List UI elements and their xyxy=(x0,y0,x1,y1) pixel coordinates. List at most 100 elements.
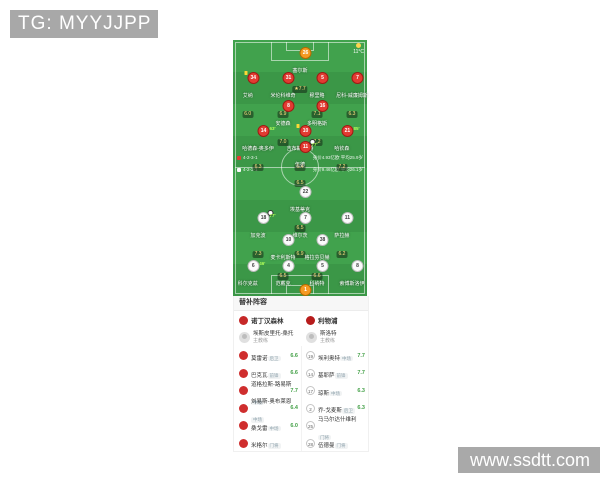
away-manager-role: 主教练 xyxy=(320,338,336,344)
player-home-7[interactable]: 7 尼科-威廉姆斯 6.3 xyxy=(336,72,368,120)
substitutes-row: 道格拉斯-路易斯中场 7.7 17 琼斯 中场 6.3 xyxy=(234,381,368,406)
sub-player-number: 25 xyxy=(306,421,315,431)
player-number: 21 85' xyxy=(341,125,360,137)
sub-player-home[interactable]: 道格拉斯-路易斯中场 7.7 xyxy=(234,381,301,406)
sub-player-home[interactable]: 刘易斯-奥布莱恩中场 6.4 xyxy=(234,399,301,423)
player-rating: 7.1 xyxy=(311,111,323,118)
sub-player-away[interactable]: 17 琼斯 中场 6.3 xyxy=(301,381,368,399)
sub-player-rating: 6.0 xyxy=(290,422,298,429)
player-number: 31 xyxy=(282,72,295,84)
sub-player-name: 乔-戈麦斯 xyxy=(318,408,342,415)
sub-player-away[interactable]: 25 马马尔达什维利门将 xyxy=(301,416,368,441)
player-number: 10 xyxy=(282,234,295,246)
away-manager-avatar xyxy=(306,332,317,343)
sub-player-position-tag: 前锋 xyxy=(334,373,348,379)
player-home-14[interactable]: 14 63' 哈德森-奥多伊 6.3 xyxy=(242,125,276,173)
away-crest-icon xyxy=(306,315,315,325)
sub-player-name: 马马尔达什维利 xyxy=(318,416,357,423)
sub-player-position-tag: 前锋 xyxy=(267,373,281,379)
player-rating: 7.3 xyxy=(252,251,264,258)
sub-player-home[interactable]: 巴克瓦 前锋 6.6 xyxy=(234,364,301,382)
sub-player-position-tag: 门将 xyxy=(267,443,281,449)
sub-player-away[interactable]: 19 埃利奥特 中场 7.7 xyxy=(301,346,368,364)
player-home-8[interactable]: 8 安德森 7.0 xyxy=(275,100,295,148)
home-team[interactable]: 诺丁汉森林 xyxy=(234,311,301,327)
sub-player-avatar xyxy=(239,438,248,448)
player-home-31[interactable]: 31 米伦科维奇 6.9 xyxy=(270,72,295,120)
sub-player-name: 基耶萨 xyxy=(318,373,335,380)
sub-player-name: 琼斯 xyxy=(318,390,330,397)
site-watermark: www.ssdtt.com xyxy=(457,447,600,473)
sub-player-avatar xyxy=(239,386,248,396)
player-away-18[interactable]: 18 77' 加克波 7.3 xyxy=(251,210,276,260)
sub-player-position-tag: 中场 xyxy=(267,425,281,432)
substitutes-row: 巴克瓦 前锋 6.6 14 基耶萨 前锋 7.7 xyxy=(234,364,368,382)
sub-player-number: 14 xyxy=(306,368,315,378)
player-number: 1 xyxy=(299,284,312,296)
player-away-38[interactable]: 38 格拉芬贝赫 6.6 xyxy=(305,234,330,282)
sub-player-away[interactable]: 2 乔-戈麦斯 后卫 6.3 xyxy=(301,399,368,417)
sub-player-name: 桑戈雷 xyxy=(251,425,268,432)
player-rating: 6.9 xyxy=(277,111,289,118)
sub-player-away[interactable]: 14 基耶萨 前锋 7.7 xyxy=(301,364,368,382)
away-team[interactable]: 利物浦 xyxy=(301,311,368,327)
sub-player-name: 莫雷诺 xyxy=(251,355,268,362)
away-team-name: 利物浦 xyxy=(318,318,338,325)
sub-player-avatar xyxy=(239,403,248,413)
sub-player-number: 17 xyxy=(306,386,315,396)
away-manager[interactable]: 斯洛特 主教练 xyxy=(301,327,368,346)
home-manager-role: 主教练 xyxy=(253,338,269,344)
sub-player-name: 刘易斯-奥布莱恩 xyxy=(251,399,292,406)
player-away-22[interactable]: 22 埃基蒂克 6.5 xyxy=(290,186,312,234)
player-rating: 6.3 xyxy=(252,164,264,171)
yellow-card-icon xyxy=(244,71,248,75)
player-away-7[interactable]: 7 维尔茨 6.9 xyxy=(292,212,312,260)
substitutes-row: 桑戈雷 中场 6.0 25 马马尔达什维利门将 xyxy=(234,416,368,441)
player-home-26[interactable]: 26 塞尔斯 ★7.7 xyxy=(292,47,312,95)
substitutes-section: 替补阵容 诺丁汉森林 利物浦 埃斯皮里托-桑托 主教练 xyxy=(233,296,369,452)
away-formation: 4-2-3-1 xyxy=(237,167,258,173)
sub-player-home[interactable]: 桑戈雷 中场 6.0 xyxy=(234,416,301,434)
sub-player-rating: 6.3 xyxy=(357,405,365,412)
sub-player-position-tag: 中场 xyxy=(251,399,264,406)
substitution-minute: 85' xyxy=(353,126,360,131)
sub-player-rating: 6.6 xyxy=(290,352,298,359)
sub-player-number: 2 xyxy=(306,403,315,413)
sub-player-name: 巴克瓦 xyxy=(251,373,268,380)
player-name: 范戴克 xyxy=(275,281,291,287)
player-rating: 6.2 xyxy=(336,251,348,258)
player-rating: 7.2 xyxy=(311,139,323,146)
player-rating: 6.5 xyxy=(294,180,306,187)
home-crest-icon xyxy=(239,315,248,325)
player-home-11[interactable]: 11 77' 伍德 6.5 xyxy=(294,139,318,189)
home-team-name: 诺丁汉森林 xyxy=(251,318,284,325)
substitutes-row: 米格尔 门将 28 伍德曼 门将 xyxy=(234,434,368,452)
substitution-minute: 63' xyxy=(269,126,276,131)
sub-player-home[interactable]: 莫雷诺 后卫 6.6 xyxy=(234,346,301,364)
goal-icon xyxy=(309,139,316,145)
player-away-10[interactable]: 10 麦卡利斯特 6.5 xyxy=(270,234,295,282)
player-home-16[interactable]: 16 多明格斯 7.2 xyxy=(307,100,329,148)
substitution-minute: 46' xyxy=(259,261,266,266)
sub-player-home[interactable]: 米格尔 门将 xyxy=(234,434,301,452)
player-name: 科纳特 xyxy=(309,281,325,287)
player-home-21[interactable]: 21 85' 哈钦森 7.2 xyxy=(334,125,360,173)
player-number: 8 xyxy=(282,100,295,112)
player-home-5[interactable]: 5 穆里略 7.1 xyxy=(310,72,329,120)
player-number: 5 xyxy=(316,72,329,84)
substitutes-header: 替补阵容 xyxy=(234,296,368,311)
home-manager[interactable]: 埃斯皮里托-桑托 主教练 xyxy=(234,327,301,346)
player-home-34[interactable]: 34 艾纳 6.0 xyxy=(242,71,260,120)
player-rating: 6.9 xyxy=(294,251,306,258)
lineup-panel: 11°C 4-2-3-1 身价4.93亿欧 平均25.9岁 4-2-3-1 身价… xyxy=(233,40,369,452)
sub-player-rating: 7.7 xyxy=(290,387,298,394)
substitution-minute: 77' xyxy=(311,142,318,147)
player-name: 伍德 xyxy=(294,162,306,168)
home-manager-name: 埃斯皮里托-桑托 xyxy=(253,331,294,337)
sub-player-rating: 6.3 xyxy=(357,387,365,394)
player-away-11[interactable]: 11 萨拉赫 6.2 xyxy=(334,212,354,260)
penalty-box-bottom xyxy=(271,275,329,294)
team-row: 诺丁汉森林 利物浦 xyxy=(234,311,368,327)
yellow-card-icon xyxy=(296,124,300,128)
sub-player-away[interactable]: 28 伍德曼 门将 xyxy=(301,434,368,452)
